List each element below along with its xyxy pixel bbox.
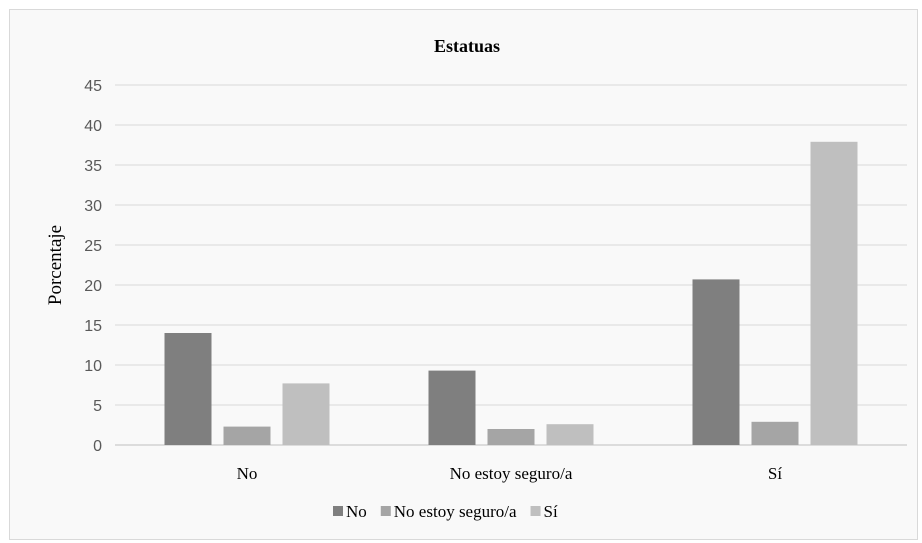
legend-label: No estoy seguro/a <box>394 502 517 521</box>
x-category-label: No <box>237 464 258 483</box>
y-tick-label: 20 <box>84 278 102 295</box>
x-category-label: No estoy seguro/a <box>450 464 573 483</box>
y-tick-label: 10 <box>84 358 102 375</box>
legend-item: No <box>333 502 367 521</box>
y-tick-label: 15 <box>84 318 102 335</box>
bar <box>547 424 594 445</box>
legend: No No estoy seguro/a Sí <box>333 502 558 521</box>
bar <box>429 371 476 445</box>
y-tick-label: 25 <box>84 238 102 255</box>
x-category-label: Sí <box>768 464 782 483</box>
y-tick-label: 45 <box>84 78 102 95</box>
bar <box>165 333 212 445</box>
bar <box>752 422 799 445</box>
y-axis-label: Porcentaje <box>45 225 66 305</box>
legend-swatch <box>381 506 391 516</box>
y-axis-ticks: 0 5 10 15 20 25 30 35 40 45 <box>84 78 102 455</box>
legend-label: No <box>346 502 367 521</box>
y-tick-label: 30 <box>84 198 102 215</box>
bar <box>488 429 535 445</box>
chart-title: Estatuas <box>434 36 500 56</box>
legend-item: Sí <box>531 502 558 521</box>
legend-swatch <box>531 506 541 516</box>
legend-label: Sí <box>544 502 558 521</box>
legend-item: No estoy seguro/a <box>381 502 517 521</box>
bar <box>693 279 740 445</box>
y-tick-label: 40 <box>84 118 102 135</box>
y-tick-label: 35 <box>84 158 102 175</box>
gridlines <box>115 85 907 445</box>
legend-swatch <box>333 506 343 516</box>
bar <box>283 383 330 445</box>
bars <box>165 142 858 445</box>
bar <box>811 142 858 445</box>
y-tick-label: 0 <box>93 438 102 455</box>
y-tick-label: 5 <box>93 398 102 415</box>
x-axis-categories: No No estoy seguro/a Sí <box>237 464 783 483</box>
bar <box>224 427 271 445</box>
